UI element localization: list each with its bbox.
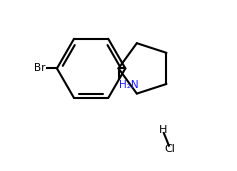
Text: Br: Br: [34, 63, 46, 73]
Text: Cl: Cl: [164, 144, 175, 154]
Text: H: H: [159, 125, 167, 135]
Text: H₂N: H₂N: [119, 80, 139, 89]
